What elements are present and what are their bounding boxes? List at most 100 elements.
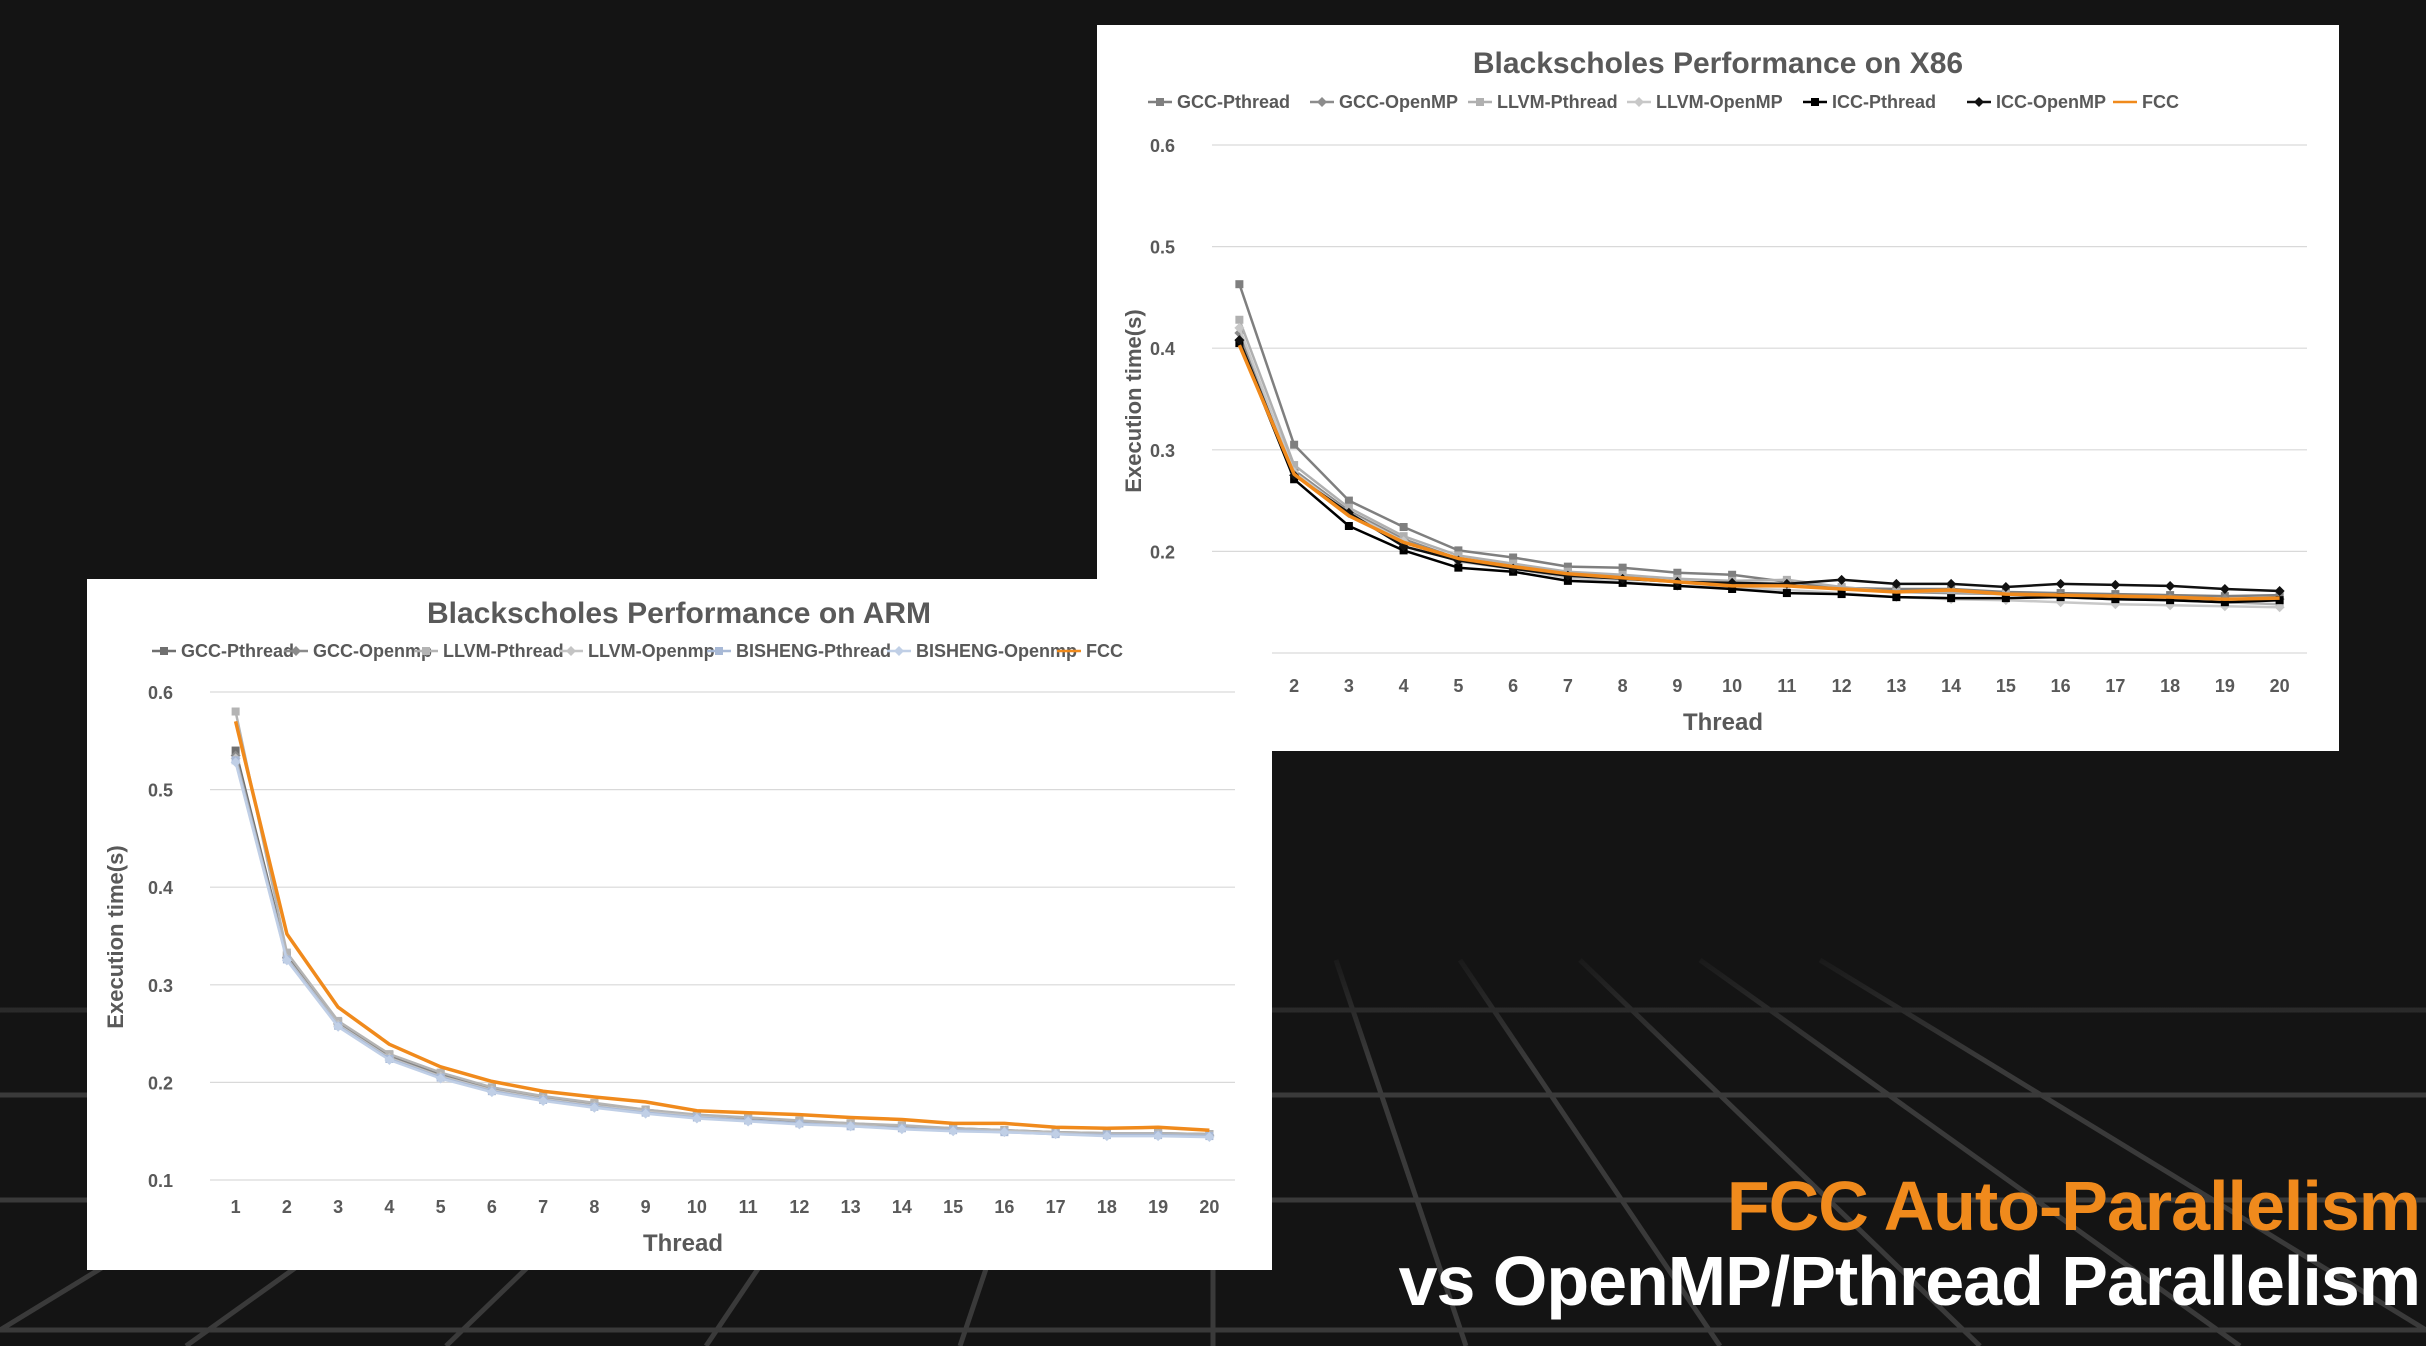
x-tick-label: 7 xyxy=(538,1197,548,1217)
data-point xyxy=(1947,588,1956,597)
series-fcc xyxy=(1237,344,2280,601)
series-line xyxy=(1238,339,2280,593)
data-point xyxy=(2166,596,2175,605)
legend-label: BISHENG-Pthread xyxy=(736,641,891,661)
series-line xyxy=(233,720,1210,1132)
x-tick-label: 7 xyxy=(1563,676,1573,696)
caption-subtitle: vs OpenMP/Pthread Parallelism xyxy=(1398,1242,2421,1320)
y-axis-label: Execution time(s) xyxy=(1121,309,1146,492)
x-tick-label: 14 xyxy=(1941,676,1961,696)
legend-label: BISHENG-Openmp xyxy=(916,641,1077,661)
y-tick-label: 0.6 xyxy=(148,683,173,703)
series-line xyxy=(234,711,1210,1136)
data-point xyxy=(894,646,904,656)
y-tick-label: 0.3 xyxy=(148,976,173,996)
data-point xyxy=(2220,598,2229,607)
series-gcc-pthread xyxy=(231,746,1214,1139)
series-llvm-openmp xyxy=(1234,322,2285,613)
chart-legend: GCC-Pthread GCC-OpenMP LLVM-Pthread LLVM-Op… xyxy=(1148,92,2179,112)
y-axis-ticks: 0.1 0.2 0.3 0.4 0.5 0.6 xyxy=(148,683,173,1191)
series-line xyxy=(1238,342,2280,604)
x-tick-label: 19 xyxy=(1148,1197,1168,1217)
series-gcc-pthread xyxy=(1235,280,2284,601)
data-point xyxy=(1728,584,1737,593)
x-tick-label: 12 xyxy=(1832,676,1852,696)
data-point xyxy=(1344,496,1353,505)
data-point xyxy=(1509,553,1518,562)
data-point xyxy=(1837,582,1846,591)
data-point xyxy=(1399,532,1408,541)
data-point xyxy=(1454,563,1463,572)
series-llvm-pthread xyxy=(1235,315,2284,609)
x-tick-label: 4 xyxy=(1399,676,1409,696)
legend-item: LLVM-OpenMP xyxy=(1627,92,1783,112)
chart-legend: GCC-Pthread GCC-Openmp LLVM-Pthread LLVM-Op… xyxy=(152,641,1123,661)
x-tick-label: 11 xyxy=(739,1197,758,1217)
chart-arm: Blackscholes Performance on ARM GCC-Pthr… xyxy=(103,597,1235,1257)
data-point xyxy=(794,1119,805,1130)
data-point xyxy=(1156,98,1164,106)
series-line xyxy=(1237,344,2280,601)
x-tick-label: 16 xyxy=(994,1197,1014,1217)
x-tick-label: 9 xyxy=(641,1197,651,1217)
data-point xyxy=(640,1108,651,1119)
data-point xyxy=(1892,593,1901,602)
series-line xyxy=(1238,283,2280,598)
y-tick-label: 0.5 xyxy=(1150,238,1175,258)
data-point xyxy=(1891,578,1902,589)
x-tick-label: 11 xyxy=(1777,676,1796,696)
data-point xyxy=(230,757,241,768)
series-layer xyxy=(230,707,1215,1143)
legend-item: FCC xyxy=(2113,92,2179,112)
legend-label: GCC-Pthread xyxy=(181,641,294,661)
chart-title: Blackscholes Performance on ARM xyxy=(427,597,931,630)
data-point xyxy=(715,647,723,655)
data-point xyxy=(1399,523,1408,532)
data-point xyxy=(160,647,168,655)
x-tick-label: 3 xyxy=(1344,676,1354,696)
chart-x86: Blackscholes Performance on X86 GCC-Pthr… xyxy=(1121,47,2307,736)
data-point xyxy=(1344,503,1353,512)
series-line xyxy=(1238,327,2280,609)
x-tick-label: 1 xyxy=(231,1197,241,1217)
data-point xyxy=(2056,593,2065,602)
legend-label: GCC-OpenMP xyxy=(1339,92,1458,112)
legend-item: GCC-Pthread xyxy=(1148,92,1290,112)
gridlines xyxy=(1212,144,2307,654)
legend-item: BISHENG-Openmp xyxy=(887,641,1077,661)
data-point xyxy=(1235,315,1244,324)
data-point xyxy=(1204,1132,1215,1143)
data-point xyxy=(435,1073,446,1084)
data-point xyxy=(589,1102,600,1113)
legend-label: ICC-OpenMP xyxy=(1996,92,2106,112)
series-bisheng-openmp xyxy=(230,757,1215,1143)
data-point xyxy=(1509,559,1518,568)
series-line xyxy=(234,750,1210,1136)
x-tick-label: 18 xyxy=(2160,676,2180,696)
data-point xyxy=(1563,562,1572,571)
gridlines xyxy=(210,691,1235,1181)
y-tick-label: 0.2 xyxy=(1150,542,1175,562)
legend-item: GCC-Openmp xyxy=(284,641,432,661)
series-fcc xyxy=(233,720,1210,1132)
x-tick-label: 5 xyxy=(1453,676,1463,696)
y-tick-label: 0.4 xyxy=(148,878,173,898)
legend-item: GCC-OpenMP xyxy=(1310,92,1458,112)
y-tick-label: 0.1 xyxy=(148,1171,173,1191)
series-line xyxy=(234,758,1210,1138)
chart-card-arm: Blackscholes Performance on ARM GCC-Pthr… xyxy=(87,579,1272,1270)
data-point xyxy=(1153,1131,1164,1142)
legend-label: LLVM-OpenMP xyxy=(1656,92,1783,112)
x-tick-label: 13 xyxy=(1886,676,1906,696)
legend-item: BISHENG-Pthread xyxy=(707,641,891,661)
data-point xyxy=(486,1087,497,1098)
data-point xyxy=(566,646,576,656)
x-tick-label: 19 xyxy=(2215,676,2235,696)
x-tick-label: 2 xyxy=(1289,676,1299,696)
data-point xyxy=(1317,97,1327,107)
data-point xyxy=(291,646,301,656)
y-tick-label: 0.6 xyxy=(1150,136,1175,156)
data-point xyxy=(422,647,430,655)
chart-title: Blackscholes Performance on X86 xyxy=(1473,47,1963,80)
data-point xyxy=(1454,551,1463,560)
